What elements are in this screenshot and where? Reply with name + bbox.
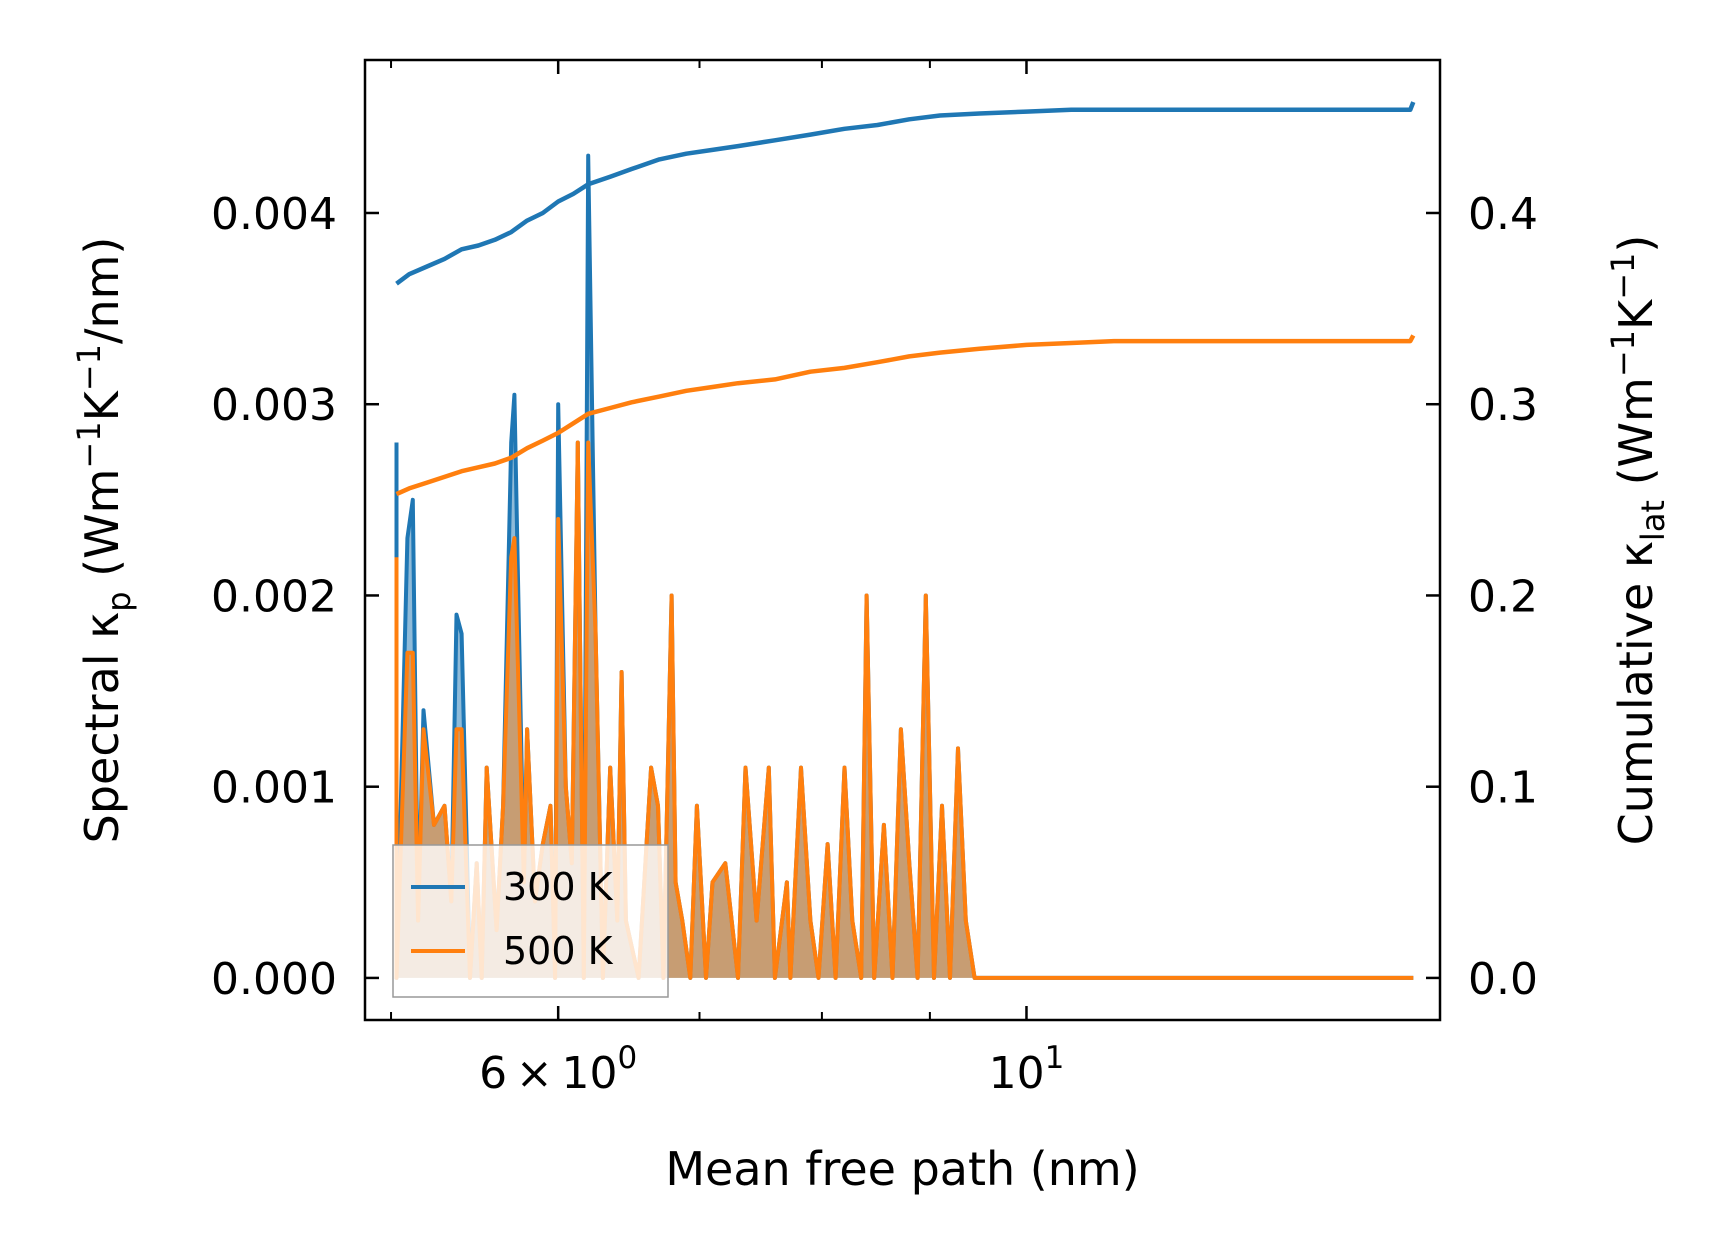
ticks-layer: 6 × 100 101 0.000 0.001 0.002 0.003 0.004 0.0 0.… — [211, 60, 1538, 1099]
legend-box — [392, 844, 669, 998]
left-y-axis-title: Spectral κp (Wm−1K−1/nm) — [70, 237, 138, 844]
left-y-tick-label-2: 0.002 — [211, 571, 337, 622]
spectral-series-layer — [394, 153, 1414, 980]
right-y-axis-title: Cumulative κlat (Wm−1K−1) — [1604, 235, 1672, 846]
axes-frame — [363, 58, 1442, 1022]
right-y-tick-label-1: 0.1 — [1468, 763, 1538, 814]
left-y-tick-label-3: 0.003 — [211, 380, 337, 431]
left-y-tick-label-0: 0.000 — [211, 954, 337, 1005]
spectral-line-500k — [394, 440, 1414, 980]
legend: 300 K 500 K — [392, 844, 669, 998]
cumulative-series-layer — [395, 101, 1416, 497]
axis-labels-layer: Mean free path (nm) Spectral κp (Wm−1K−1… — [70, 235, 1672, 1196]
cumulative-line-300k — [395, 101, 1416, 286]
cumulative-line-500k — [395, 334, 1416, 497]
x-tick-label-1: 101 — [989, 1040, 1065, 1099]
x-axis-title: Mean free path (nm) — [665, 1142, 1139, 1196]
right-y-tick-label-4: 0.4 — [1468, 189, 1538, 240]
spectral-fill-500k — [396, 442, 1414, 978]
left-y-tick-label-4: 0.004 — [211, 189, 337, 240]
x-tick-label-0: 6 × 100 — [479, 1040, 637, 1099]
right-y-tick-label-2: 0.2 — [1468, 571, 1538, 622]
right-y-tick-label-3: 0.3 — [1468, 380, 1538, 431]
legend-label-300k: 300 K — [503, 865, 614, 909]
legend-label-500k: 500 K — [503, 929, 614, 973]
right-y-tick-label-0: 0.0 — [1468, 954, 1538, 1005]
plot-area — [394, 101, 1416, 980]
left-y-tick-label-1: 0.001 — [211, 763, 337, 814]
